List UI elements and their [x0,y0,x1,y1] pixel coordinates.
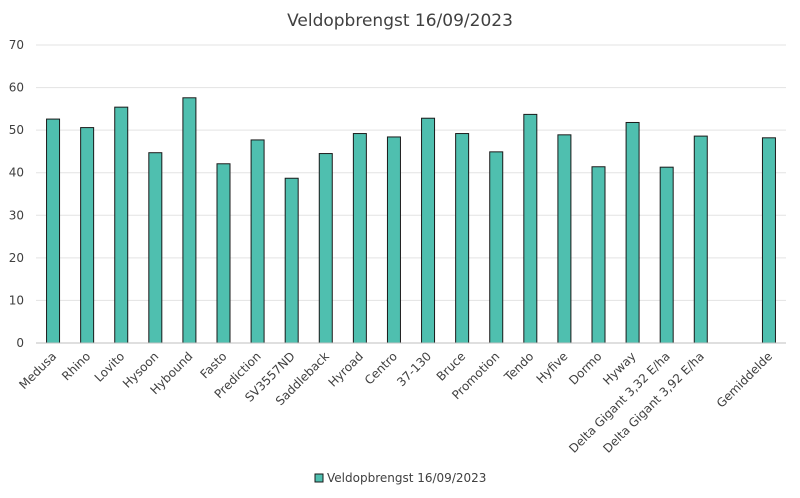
x-tick-label: Tendo [501,349,537,385]
bar [318,153,333,344]
x-tick-label: Dormo [566,349,604,387]
y-tick-label: 0 [16,336,24,350]
bar [591,166,606,344]
bar [455,133,470,344]
y-tick-label: 50 [9,123,24,137]
chart-title: Veldopbrengst 16/09/2023 [287,11,513,31]
bar [523,113,538,344]
legend-swatch [314,473,324,483]
y-tick-label: 40 [9,166,24,180]
y-tick-label: 10 [9,293,24,307]
y-tick-label: 20 [9,251,24,265]
bar [148,152,163,344]
bar [114,106,129,344]
bar [216,163,231,344]
x-tick-label: Centro [362,349,400,387]
bar [489,151,504,344]
bar [46,118,61,344]
bar [659,166,674,344]
x-tick-label: Gemiddelde [714,349,775,410]
legend: Veldopbrengst 16/09/2023 [314,471,486,485]
x-tick-label: Hyfive [534,349,571,386]
bar [421,117,436,344]
bar [284,177,299,344]
bar [557,134,572,344]
x-tick-label: Fasto [197,349,229,381]
y-axis-ticks: 0 10 20 30 40 50 60 70 [9,38,24,350]
y-tick-label: 70 [9,38,24,52]
bar [80,127,95,344]
bar [182,97,197,344]
y-tick-label: 60 [9,81,24,95]
x-tick-label: 37-130 [394,349,434,389]
legend-label: Veldopbrengst 16/09/2023 [327,471,486,485]
x-tick-label: Rhino [59,349,93,383]
bar [386,136,401,344]
bar [625,121,640,344]
bar [250,139,265,344]
x-tick-label: Hyroad [326,349,366,389]
bar [693,135,708,344]
y-tick-label: 30 [9,208,24,222]
bar [761,137,776,344]
bars [46,97,776,344]
x-tick-label: Medusa [16,349,59,392]
bar [352,133,367,344]
